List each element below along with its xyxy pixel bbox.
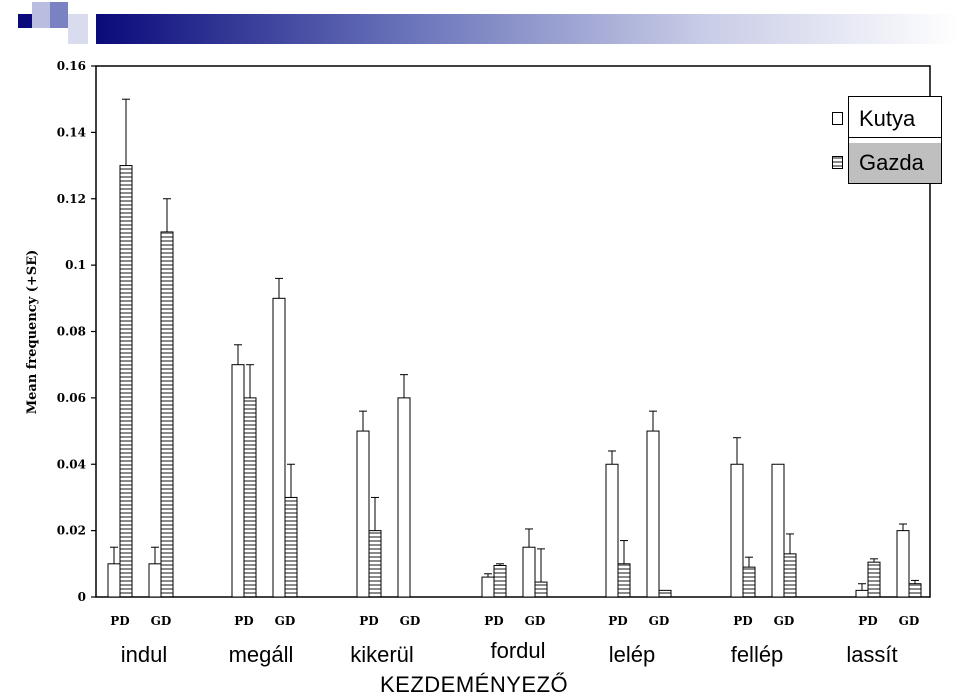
x-sub-label: PD [733,614,752,628]
legend-entry-gazda: Gazda [849,143,941,183]
group-label-kikerul: kikerül [350,642,414,667]
bar-lelép-GD-Gazda [658,589,672,598]
legend: Kutya Gazda [848,96,942,184]
bar-fellép-GD-Kutya [771,463,785,598]
bar-kikerül-GD-Kutya [397,397,411,598]
bar-fordul-PD-Kutya [481,576,495,598]
x-sub-label: GD [899,614,920,628]
legend-label-kutya: Kutya [859,106,916,131]
bar-lelép-PD-Gazda [617,563,631,598]
bar-fellép-PD-Gazda [742,566,756,598]
y-tick-label: 0.14 [57,125,86,139]
x-sub-label: GD [649,614,670,628]
legend-label-gazda: Gazda [859,150,924,175]
x-sub-label: PD [484,614,503,628]
bar-fordul-PD-Gazda [493,564,507,598]
bar-fellép-PD-Kutya [730,463,744,598]
group-label-lassit: lassít [846,642,898,667]
bar-megáll-GD-Kutya [272,297,286,598]
bar-megáll-GD-Gazda [284,496,298,598]
x-sub-label: GD [774,614,795,628]
legend-swatch-kutya [832,112,843,125]
y-tick-label: 0.12 [57,192,86,206]
y-tick-label: 0.02 [57,524,86,538]
decor-square-pale [68,14,88,44]
bar-lassít-GD-Gazda [908,583,922,598]
decor-square-light [32,2,50,28]
bar-indul-GD-Gazda [160,231,174,598]
bar-megáll-PD-Gazda [243,397,257,598]
group-label-fellep: fellép [730,642,784,667]
x-sub-label: GD [151,614,172,628]
y-tick-label: 0.1 [65,258,86,272]
y-tick-label: 0.06 [57,391,86,405]
legend-entry-kutya: Kutya [849,97,941,138]
bar-fordul-GD-Kutya [522,546,536,598]
title-gradient-bar [96,14,959,44]
x-axis-title: KEZDEMÉNYEZŐ [380,672,569,697]
y-tick-label: 0.08 [57,325,86,339]
bar-lassít-PD-Kutya [855,589,869,598]
y-tick-label: 0.16 [57,59,86,73]
bar-fellép-GD-Gazda [783,553,797,598]
legend-swatch-gazda [832,156,843,169]
bar-lassít-GD-Kutya [896,530,910,598]
x-sub-label: GD [525,614,546,628]
decor-square-mid [50,2,68,28]
y-axis-label: Mean frequency (+SE) [25,250,40,415]
bar-kikerül-PD-Gazda [368,530,382,598]
x-sub-label: PD [110,614,129,628]
x-sub-label: PD [359,614,378,628]
x-sub-label: PD [608,614,627,628]
decor-square-dark [18,14,32,28]
bar-lelép-GD-Kutya [646,430,660,598]
bar-lelép-PD-Kutya [605,463,619,598]
x-sub-label: PD [234,614,253,628]
bar-fordul-GD-Gazda [534,581,548,598]
bar-indul-PD-Gazda [119,165,133,598]
group-label-fordul: fordul [490,638,546,663]
bar-lassít-PD-Gazda [867,561,881,598]
group-label-megall: megáll [228,642,294,667]
x-sub-label: GD [400,614,421,628]
group-label-indul: indul [120,642,168,667]
x-sub-label: PD [858,614,877,628]
bar-kikerül-PD-Kutya [356,430,370,598]
y-tick-label: 0.04 [57,457,86,471]
bar-indul-PD-Kutya [107,563,121,598]
bar-indul-GD-Kutya [148,563,162,598]
bar-megáll-PD-Kutya [231,364,245,598]
plot-frame [95,65,931,598]
y-tick-label: 0 [78,590,86,604]
slide-title-bar [0,0,959,44]
x-sub-label: GD [275,614,296,628]
group-label-lelep: lelép [608,642,656,667]
